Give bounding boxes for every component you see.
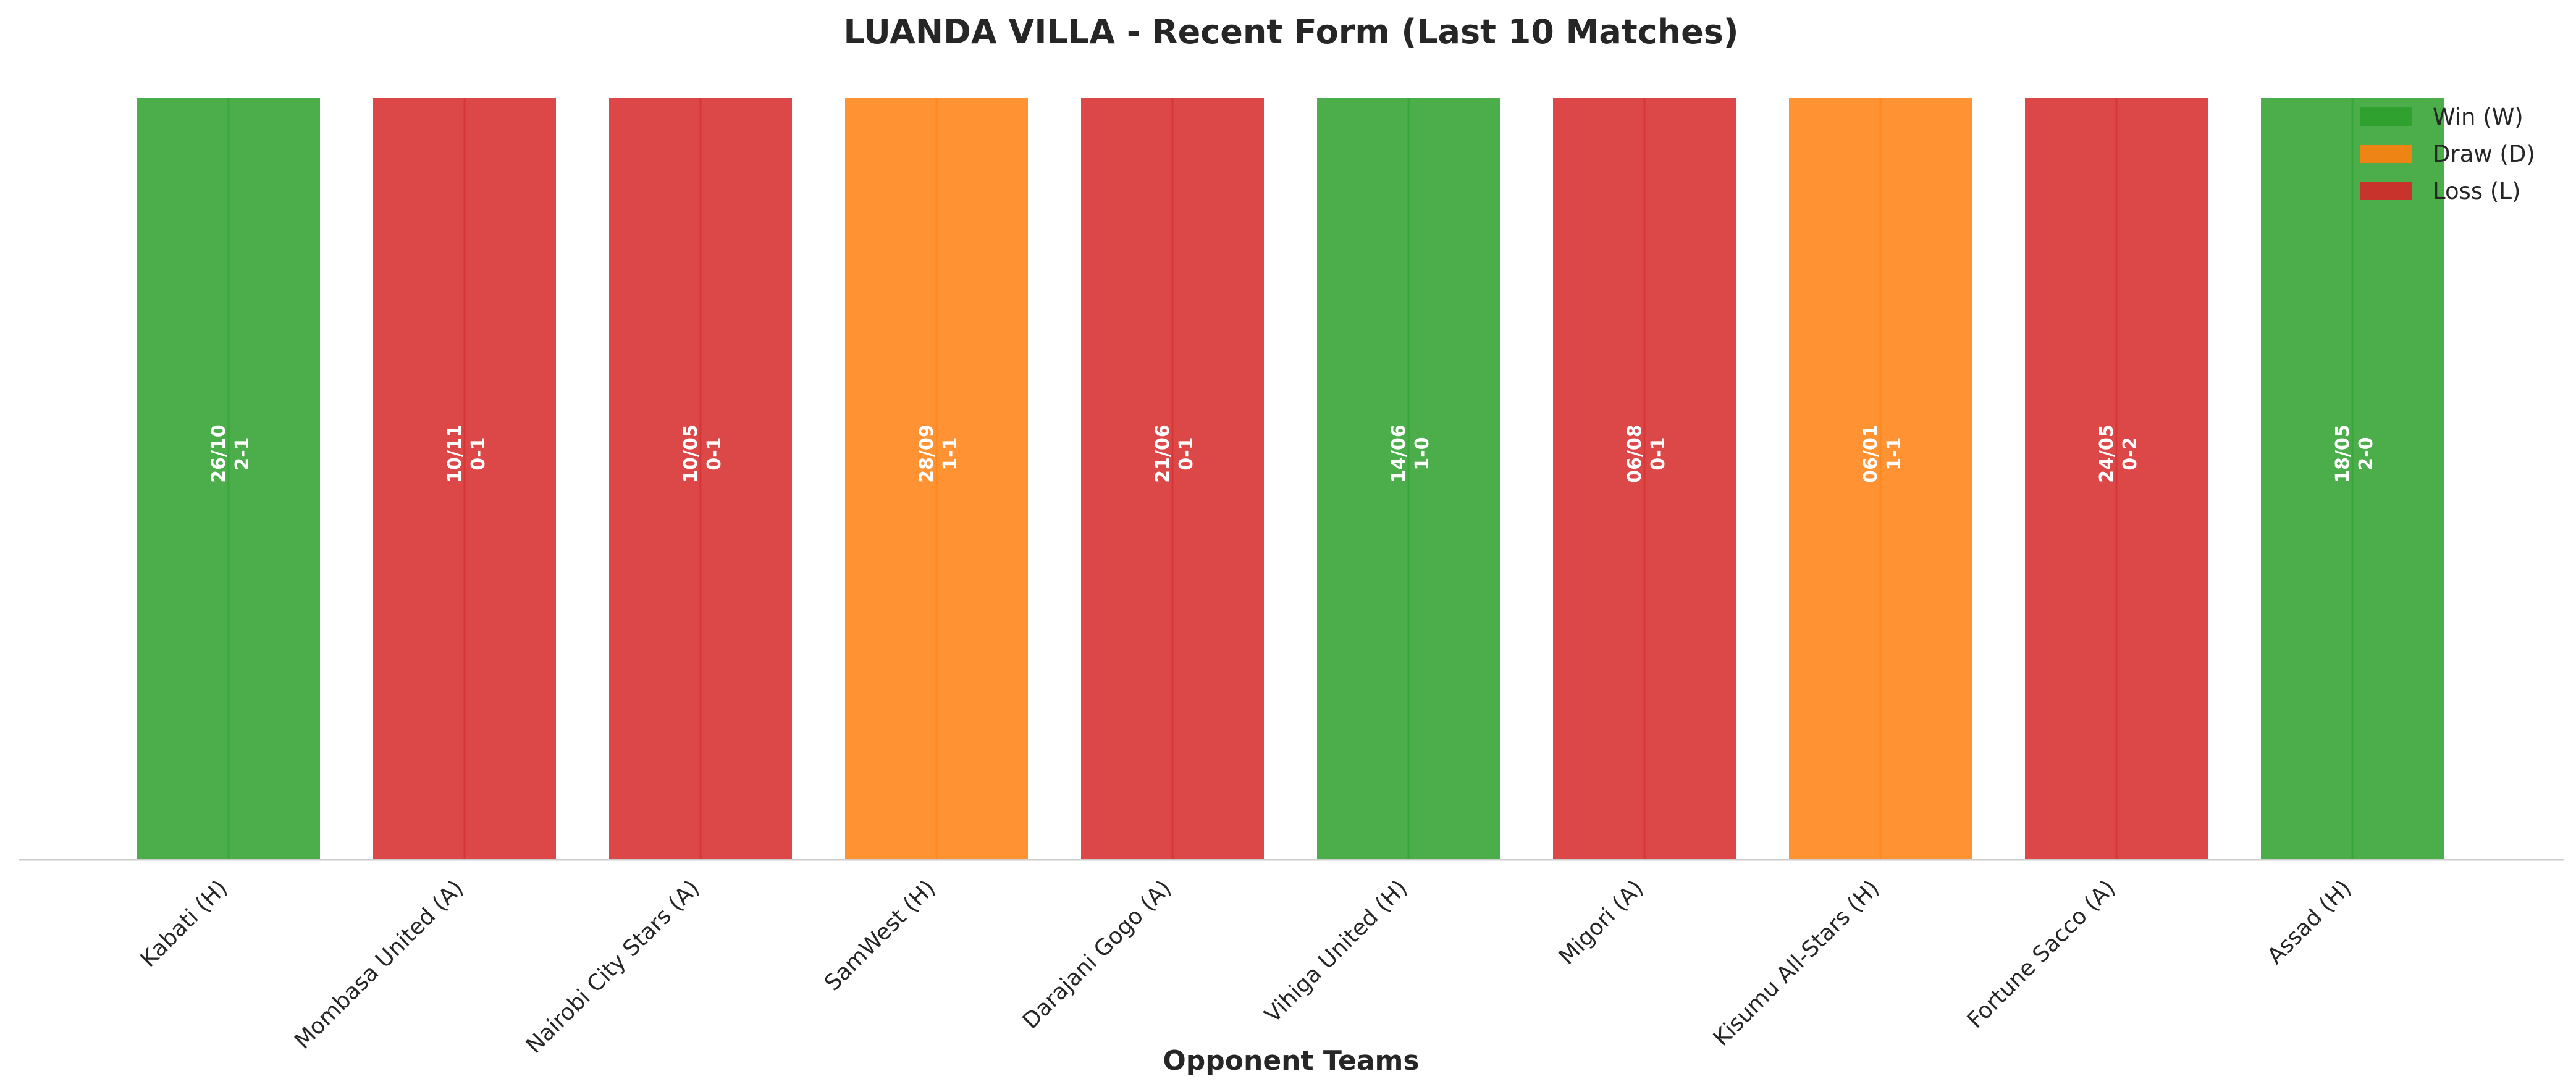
bar-data-label: 21/06 0-1: [1152, 424, 1197, 482]
bar-group: 10/05 0-1: [607, 96, 794, 861]
match-score: 2-0: [2355, 437, 2377, 470]
x-tick-label: Fortune Sacco (A): [1963, 875, 2120, 1033]
bar-data-label: 28/09 1-1: [916, 424, 961, 482]
x-tick-label: Darajani Gogo (A): [1018, 875, 1177, 1034]
match-score: 0-1: [1648, 437, 1669, 470]
match-score: 2-1: [232, 437, 253, 470]
legend-swatch: [2360, 145, 2412, 163]
bar-group: 26/10 2-1: [135, 96, 322, 861]
x-tick-label: Assad (H): [2263, 875, 2357, 969]
legend-swatch: [2360, 182, 2412, 200]
match-score: 0-1: [468, 437, 489, 470]
bar-group: 28/09 1-1: [843, 96, 1030, 861]
bar-data-label: 10/05 0-1: [680, 424, 725, 482]
bar-data-label: 24/05 0-2: [2096, 424, 2141, 482]
match-date: 21/06: [1152, 424, 1174, 482]
bar-group: 06/08 0-1: [1551, 96, 1738, 861]
bar-group: 14/06 1-0: [1315, 96, 1502, 861]
legend-label: Win (W): [2433, 104, 2523, 130]
match-score: 1-1: [940, 437, 961, 470]
bar-data-label: 26/10 2-1: [208, 424, 253, 482]
bar-group: 10/11 0-1: [371, 96, 558, 861]
match-date: 10/11: [444, 424, 466, 482]
match-score: 0-2: [2119, 437, 2141, 470]
legend-item: Win (W): [2360, 104, 2523, 130]
bar-group: 21/06 0-1: [1079, 96, 1266, 861]
x-tick-label: Kabati (H): [136, 875, 233, 972]
legend-label: Loss (L): [2433, 178, 2520, 204]
legend-item: Loss (L): [2360, 178, 2520, 204]
match-score: 1-0: [1412, 437, 1433, 470]
chart-title: LUANDA VILLA - Recent Form (Last 10 Matc…: [843, 12, 1738, 51]
match-date: 24/05: [2096, 424, 2118, 482]
match-date: 10/05: [680, 424, 702, 482]
legend-swatch: [2360, 107, 2412, 126]
legend: Win (W) Draw (D) Loss (L): [2360, 104, 2535, 204]
x-tick-label: SamWest (H): [820, 875, 940, 996]
x-tick-label: Migori (A): [1554, 875, 1649, 970]
x-tick-label: Nairobi City Stars (A): [521, 875, 704, 1058]
x-tick-label: Kisumu All-Stars (H): [1709, 875, 1884, 1051]
bar-group: 24/05 0-2: [2022, 96, 2210, 861]
bar-group: 06/01 1-1: [1787, 96, 1974, 861]
bar-data-label: 14/06 1-0: [1388, 424, 1433, 482]
match-score: 0-1: [1176, 437, 1197, 470]
match-score: 1-1: [1884, 437, 1905, 470]
x-tick-labels: Kabati (H) Mombasa United (A) Nairobi City…: [136, 875, 2357, 1058]
match-date: 28/09: [916, 424, 938, 482]
legend-label: Draw (D): [2433, 141, 2535, 167]
bars-layer: 26/10 2-1 10/11 0-1 10/05 0-1 28/09 1-1 21/06 0-1…: [135, 96, 2446, 861]
match-date: 06/08: [1624, 424, 1646, 482]
match-date: 06/01: [1860, 424, 1882, 482]
bar-data-label: 10/11 0-1: [444, 424, 489, 482]
bar-data-label: 06/08 0-1: [1624, 424, 1669, 482]
x-tick-label: Vihiga United (H): [1260, 875, 1413, 1028]
match-date: 18/05: [2332, 424, 2354, 482]
match-score: 0-1: [704, 437, 725, 470]
match-date: 26/10: [208, 424, 230, 482]
bar-group: 18/05 2-0: [2258, 96, 2446, 861]
legend-item: Draw (D): [2360, 141, 2535, 167]
bar-data-label: 06/01 1-1: [1860, 424, 1905, 482]
x-tick-label: Mombasa United (A): [290, 875, 468, 1054]
x-axis-label: Opponent Teams: [1163, 1045, 1419, 1077]
match-date: 14/06: [1388, 424, 1410, 482]
bar-data-label: 18/05 2-0: [2332, 424, 2377, 482]
